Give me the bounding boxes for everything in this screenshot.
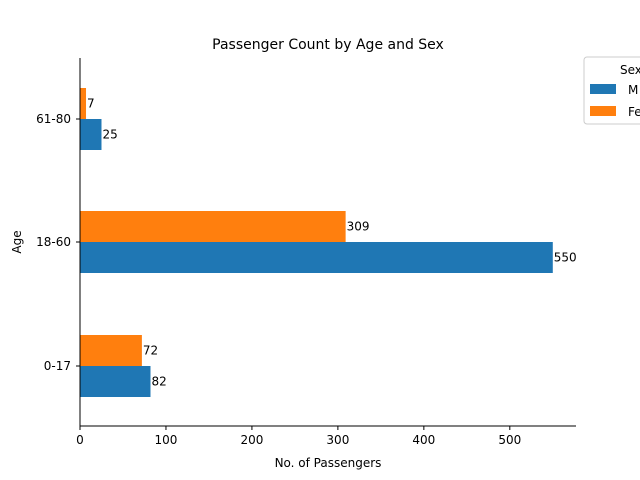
x-ticks: 0 100 200 300 400 500 xyxy=(76,426,521,447)
bar-fe-18-60 xyxy=(80,211,346,242)
legend-label-m: M xyxy=(628,83,638,97)
chart-title: Passenger Count by Age and Sex xyxy=(212,37,444,53)
bar-m-18-60 xyxy=(80,242,553,273)
data-label-fe-61-80: 7 xyxy=(87,97,95,111)
bar-fe-61-80 xyxy=(80,88,87,119)
data-label-fe-0-17: 72 xyxy=(143,344,158,358)
x-tick-label: 400 xyxy=(412,433,435,447)
legend-swatch-m xyxy=(590,84,616,94)
plot-area: 82 550 25 72 309 7 xyxy=(80,88,577,397)
legend-items: M Fe xyxy=(590,83,640,119)
bar-m-0-17 xyxy=(80,366,151,397)
y-tick-label: 61-80 xyxy=(36,112,71,126)
data-label-fe-18-60: 309 xyxy=(347,220,370,234)
bar-fe-0-17 xyxy=(80,335,142,366)
x-axis-label: No. of Passengers xyxy=(275,456,382,470)
y-axis-label: Age xyxy=(10,230,24,253)
bar-m-61-80 xyxy=(80,119,102,150)
data-label-m-0-17: 82 xyxy=(151,375,166,389)
bars xyxy=(80,88,553,397)
y-tick-label: 18-60 xyxy=(36,235,71,249)
legend-swatch-fe xyxy=(590,106,616,116)
legend: Sex M Fe xyxy=(583,56,640,125)
x-tick-label: 100 xyxy=(155,433,178,447)
data-labels: 82 550 25 72 309 7 xyxy=(87,97,577,389)
data-label-m-18-60: 550 xyxy=(554,251,577,265)
x-tick-label: 500 xyxy=(498,433,521,447)
x-tick-label: 200 xyxy=(240,433,263,447)
y-tick-label: 0-17 xyxy=(44,359,71,373)
legend-label-fe: Fe xyxy=(628,105,640,119)
x-tick-label: 300 xyxy=(326,433,349,447)
x-tick-label: 0 xyxy=(76,433,84,447)
data-label-m-61-80: 25 xyxy=(102,128,117,142)
y-ticks: 0-17 18-60 61-80 xyxy=(36,112,80,373)
legend-title: Sex xyxy=(620,63,640,77)
